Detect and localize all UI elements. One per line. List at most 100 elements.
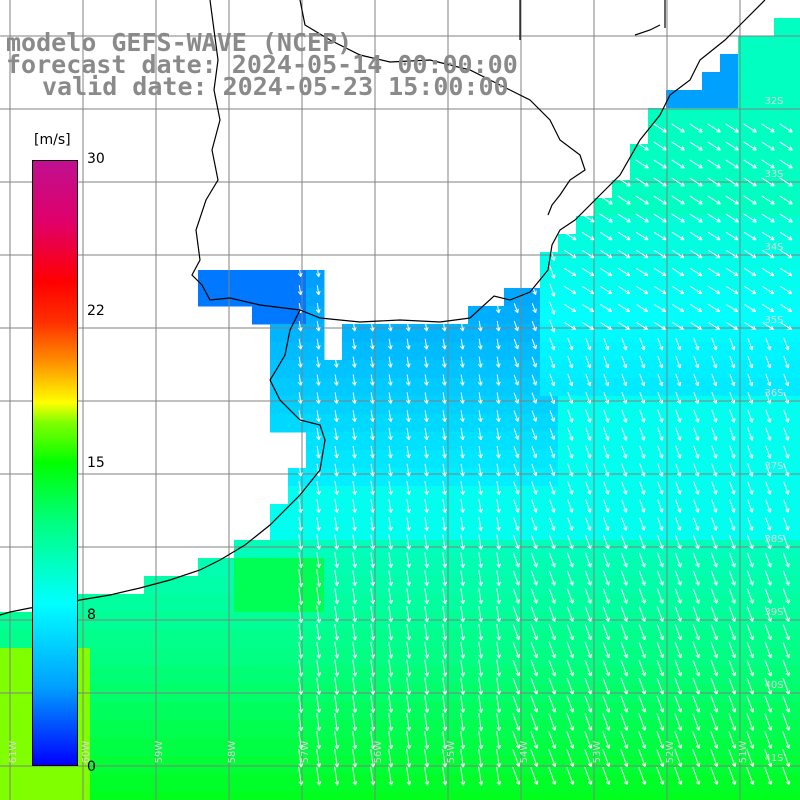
wind-arrow	[298, 534, 303, 550]
wind-arrow	[599, 195, 613, 205]
wind-cell	[270, 774, 289, 793]
wind-cell	[522, 702, 541, 721]
wind-cell	[648, 486, 667, 505]
wind-cell	[216, 738, 235, 757]
wind-cell	[756, 216, 775, 235]
lon-label: 58W	[227, 741, 238, 764]
wind-cell	[522, 378, 541, 397]
wind-arrow	[460, 659, 466, 677]
wind-cell	[234, 558, 253, 577]
wind-cell	[666, 360, 685, 379]
wind-arrow	[582, 285, 595, 295]
wind-arrow	[478, 392, 483, 404]
wind-cell	[468, 324, 487, 343]
wind-cell	[738, 648, 757, 667]
wind-cell	[504, 432, 523, 451]
wind-cell	[540, 576, 559, 595]
wind-arrow	[496, 463, 501, 477]
wind-cell	[774, 576, 793, 595]
wind-arrow	[424, 410, 429, 423]
wind-arrow	[729, 392, 736, 405]
wind-cell	[198, 648, 217, 667]
wind-cell	[792, 198, 800, 217]
wind-cell	[468, 468, 487, 487]
wind-arrow	[513, 392, 520, 404]
wind-cell	[630, 288, 649, 307]
lon-label: 59W	[154, 741, 165, 764]
wind-arrow	[567, 355, 574, 369]
wind-cell	[720, 540, 739, 559]
wind-arrow	[442, 731, 448, 750]
wind-cell	[666, 666, 685, 685]
wind-arrow	[548, 767, 557, 786]
wind-arrow	[692, 659, 700, 677]
wind-cell	[378, 450, 397, 469]
wind-arrow	[657, 427, 664, 441]
wind-cell	[738, 90, 757, 109]
wind-arrow	[675, 427, 682, 441]
wind-cell	[522, 774, 541, 793]
wind-arrow	[654, 285, 667, 295]
wind-cell	[630, 612, 649, 631]
wind-cell	[342, 702, 361, 721]
wind-cell	[504, 648, 523, 667]
wind-arrow	[424, 659, 430, 677]
wind-cell	[648, 558, 667, 577]
wind-arrow	[298, 517, 303, 532]
wind-cell	[324, 414, 343, 433]
wind-cell	[792, 342, 800, 361]
wind-cell	[342, 558, 361, 577]
lon-label: 54W	[519, 741, 530, 764]
wind-cell	[576, 504, 595, 523]
wind-cell	[396, 756, 415, 775]
wind-cell	[774, 612, 793, 631]
wind-cell	[702, 396, 721, 415]
wind-arrow	[478, 605, 484, 623]
wind-arrow	[729, 499, 736, 513]
wind-arrow	[729, 373, 736, 387]
wind-arrow	[746, 749, 755, 767]
wind-arrow	[689, 141, 703, 151]
wind-arrow	[530, 642, 538, 659]
wind-cell	[306, 342, 325, 361]
wind-arrow	[549, 481, 556, 495]
wind-cell	[774, 180, 793, 199]
wind-cell	[630, 198, 649, 217]
wind-arrow	[548, 713, 557, 731]
wind-arrow	[620, 624, 628, 641]
wind-cell	[576, 720, 595, 739]
wind-arrow	[548, 588, 556, 604]
wind-arrow	[621, 445, 628, 459]
wind-cell	[738, 414, 757, 433]
wind-arrow	[710, 606, 718, 622]
wind-arrow	[370, 748, 376, 768]
wind-cell	[612, 522, 631, 541]
wind-cell	[468, 486, 487, 505]
wind-cell	[414, 378, 433, 397]
wind-cell	[342, 540, 361, 559]
wind-cell	[306, 306, 325, 325]
wind-cell	[648, 432, 667, 451]
wind-cell	[738, 378, 757, 397]
wind-arrow	[675, 355, 682, 369]
wind-cell	[720, 252, 739, 271]
wind-arrow	[656, 570, 664, 586]
wind-cell	[522, 324, 541, 343]
wind-cell	[630, 324, 649, 343]
wind-cell	[774, 324, 793, 343]
wind-arrow	[460, 677, 466, 695]
wind-cell	[720, 648, 739, 667]
wind-arrow	[657, 481, 664, 495]
wind-cell	[522, 522, 541, 541]
wind-arrow	[765, 427, 772, 441]
wind-cell	[324, 756, 343, 775]
wind-cell	[612, 648, 631, 667]
wind-arrow	[424, 605, 430, 623]
wind-cell	[414, 432, 433, 451]
wind-arrow	[656, 695, 665, 713]
wind-arrow	[765, 517, 772, 531]
wind-cell	[468, 396, 487, 415]
wind-arrow	[496, 481, 501, 496]
wind-cell	[594, 540, 613, 559]
wind-arrow	[638, 677, 647, 695]
